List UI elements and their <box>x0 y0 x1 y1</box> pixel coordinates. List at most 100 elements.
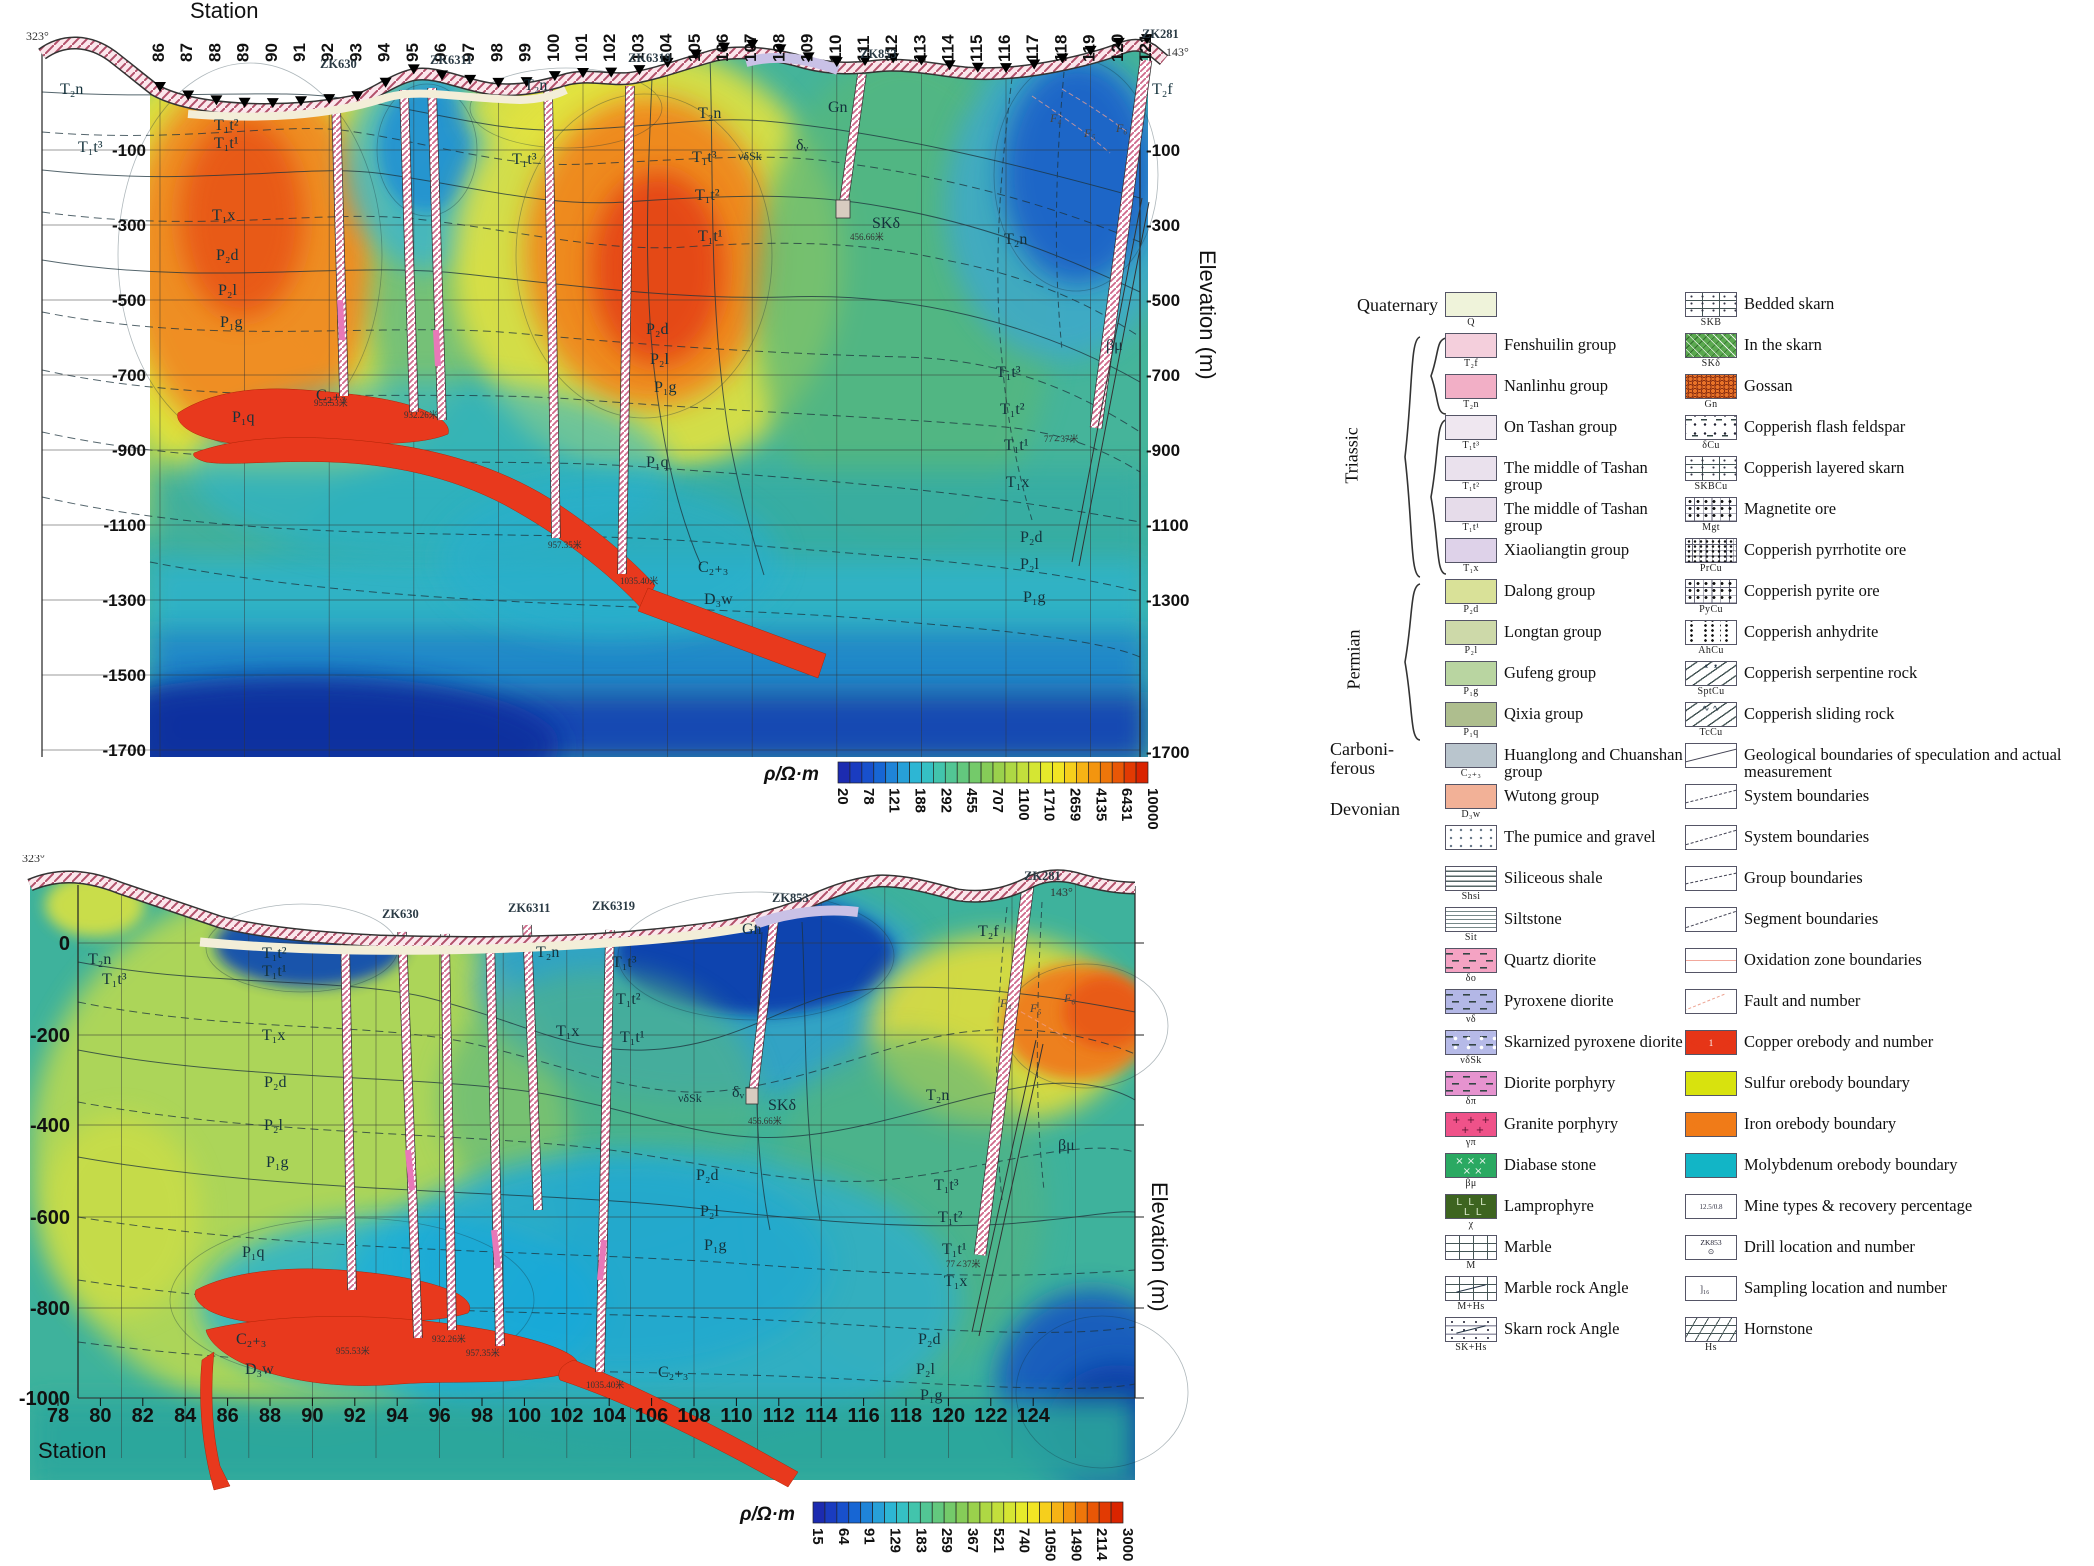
legend-swatch <box>1445 1030 1497 1055</box>
legend-code: T₂f <box>1463 358 1479 369</box>
legend-swatch <box>1445 1235 1497 1260</box>
annotation-label: T₁t³ <box>78 139 103 156</box>
elevation-label-left: -700 <box>112 366 146 385</box>
top-grid <box>41 42 1141 757</box>
colorbar-cell <box>1099 761 1113 784</box>
station-marker-triangle <box>182 90 195 101</box>
station-marker-triangle <box>887 53 900 64</box>
legend-code: νδ <box>1465 1014 1477 1025</box>
colorbar-tick-label: 1490 <box>1067 1528 1084 1561</box>
colorbar-cell <box>1123 761 1137 784</box>
colorbar-cell <box>873 761 887 784</box>
legend-label: Longtan group <box>1504 622 1602 641</box>
annotation-label: T₁t² <box>1000 401 1025 418</box>
legend-swatch: ZK853 ⊙ <box>1685 1235 1737 1260</box>
colorbar-tick-label: 1050 <box>1042 1528 1059 1561</box>
annotation-label: Gn <box>742 921 762 938</box>
station-tick-label: 104 <box>657 33 676 62</box>
annotation-label: ZK630 <box>320 57 357 71</box>
legend-code: δπ <box>1465 1096 1477 1107</box>
station-marker-triangle <box>830 57 843 68</box>
legend-swatch <box>1445 415 1497 440</box>
legend-row: SKBCu Copperish layered skarn <box>1683 456 2094 497</box>
colorbar-tick-label: 367 <box>964 1528 981 1553</box>
colorbar-cell <box>1110 1501 1124 1524</box>
station-marker-triangle <box>661 57 674 68</box>
annotation-label: P₂d <box>646 321 668 338</box>
legend-swatch <box>1685 415 1737 440</box>
station-marker-triangle <box>1112 37 1125 48</box>
annotation-label: P₂l <box>916 1361 935 1378</box>
legend-code: SKδ <box>1701 358 1721 369</box>
legend-row: Sulfur orebody boundary <box>1683 1071 2094 1112</box>
legend-swatch <box>1445 948 1497 973</box>
legend-row: SKδ In the skarn <box>1683 333 2094 374</box>
legend-label: Copperish layered skarn <box>1744 458 1905 477</box>
legend-label: On Tashan group <box>1504 417 1618 436</box>
annotation-label: δᵥ <box>732 1084 745 1101</box>
legend-code: M+Hs <box>1457 1301 1485 1312</box>
top-cross-section: 86 87 88 89 90 91 92 93 94 95 96 97 98 99 100 101 102 103… <box>26 0 1220 830</box>
annotation-label: 1035.40米 <box>620 575 658 586</box>
annotation-label: P₂d <box>918 1331 940 1348</box>
station-marker-triangle <box>1084 45 1097 56</box>
station-tick-label: 96 <box>428 1405 450 1427</box>
legend-code: γπ <box>1465 1137 1477 1148</box>
station-tick-label: 112 <box>763 1405 795 1427</box>
annotation-label: P₂d <box>216 247 238 264</box>
annotation-label: P₁q <box>232 409 254 426</box>
annotation-label: T₁x <box>944 1273 967 1290</box>
annotation-label: δᵥ <box>796 137 809 154</box>
legend-swatch-inner-text: 12.5/0.8 <box>1699 1202 1723 1211</box>
station-tick-label: 102 <box>600 34 619 62</box>
legend-code: D₃w <box>1461 809 1481 820</box>
annotation-label: T₁t¹ <box>214 135 239 152</box>
colorbar-tick-label: 183 <box>912 1528 929 1553</box>
legend-row: Gn Gossan <box>1683 374 2094 415</box>
station-tick-label: 118 <box>890 1405 922 1427</box>
station-tick-label: 105 <box>685 34 704 62</box>
station-tick-label: 113 <box>910 35 929 62</box>
legend-swatch <box>1445 702 1497 727</box>
annotation-label: Station <box>38 1438 107 1463</box>
legend-label: Segment boundaries <box>1744 909 1879 928</box>
station-marker-triangle <box>971 62 984 73</box>
legend-code: SKBCu <box>1694 481 1728 492</box>
legend-swatch <box>1445 743 1497 768</box>
legend-label: Marble rock Angle <box>1504 1278 1629 1297</box>
elevation-label-right: -900 <box>1146 441 1180 460</box>
legend-swatch <box>1685 333 1737 358</box>
colorbar-cell <box>1004 761 1018 784</box>
legend-label: Oxidation zone boundaries <box>1744 950 1922 969</box>
legend-label: The middle of Tashan group <box>1504 458 1648 495</box>
legend-swatch <box>1685 825 1737 850</box>
elevation-label-left: -1700 <box>103 741 146 760</box>
legend-label: Wutong group <box>1504 786 1600 805</box>
colorbar-tick-label: 740 <box>1016 1528 1033 1553</box>
elevation-label-right: -500 <box>1146 291 1180 310</box>
station-tick-label: 122 <box>974 1405 1007 1427</box>
annotation-label: SKδ <box>872 215 900 232</box>
top-drill-holes <box>331 59 1153 575</box>
colorbar-cell <box>837 761 851 784</box>
top-topography <box>38 36 1169 121</box>
legend-row: SptCu Copperish serpentine rock <box>1683 661 2094 702</box>
legend-row: νδSk Skarnized pyroxene diorite <box>1443 1030 1684 1071</box>
annotation-label: 456.66米 <box>850 231 884 242</box>
annotation-label: T₂n <box>698 105 721 122</box>
legend-row: Group boundaries <box>1683 866 2094 907</box>
annotation-label: T₂f <box>1152 81 1173 98</box>
legend-label: Siliceous shale <box>1504 868 1603 887</box>
annotation-label: F₄ <box>999 996 1012 1010</box>
annotation-label: D₃w <box>704 591 733 608</box>
elevation-label-left: -1300 <box>103 591 146 610</box>
annotation-label: 323° <box>22 855 45 865</box>
legend-label: Diorite porphyry <box>1504 1073 1616 1092</box>
annotation-label: P₁g <box>920 1387 942 1404</box>
annotation-label: T₁x <box>262 1027 285 1044</box>
colorbar-cell <box>1076 761 1089 784</box>
station-tick-label: 90 <box>301 1405 323 1427</box>
legend-code: δo <box>1465 973 1477 984</box>
annotation-label: P₁g <box>220 314 242 331</box>
legend-label: Gufeng group <box>1504 663 1597 682</box>
